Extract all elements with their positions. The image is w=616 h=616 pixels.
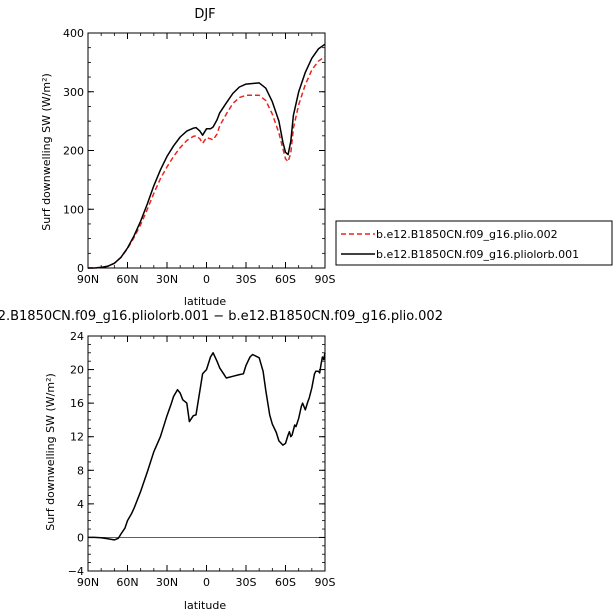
bottom-y-tick-label: 24 xyxy=(70,330,84,343)
bottom-x-tick-label: 90N xyxy=(77,576,99,589)
chart-top: DJF 90N 60N 30N 0 30S 60S 90S 0 100 200 300 400 lat… xyxy=(40,7,613,308)
top-y-tick-label: 300 xyxy=(63,86,84,99)
bottom-x-tick-label: 60S xyxy=(275,576,296,589)
top-series-line-1 xyxy=(88,55,326,269)
bottom-x-tick-label: 0 xyxy=(203,576,210,589)
top-x-tick-label: 0 xyxy=(203,273,210,286)
chart-top-plot-area: 90N 60N 30N 0 30S 60S 90S 0 100 200 300 400 xyxy=(63,27,336,286)
bottom-x-tick-label: 30S xyxy=(236,576,257,589)
bottom-x-tick-label: 30N xyxy=(156,576,178,589)
chart-bottom-y-axis-label: Surf downwelling SW (W/m²) xyxy=(44,373,57,531)
chart-bottom-plot-area: 90N 60N 30N 0 30S 60S 90S −4 0 4 8 12 16 20 24 xyxy=(68,330,336,589)
chart-top-legend: b.e12.B1850CN.f09_g16.plio.002 b.e12.B18… xyxy=(335,220,613,266)
chart-bottom-x-axis-label: latitude xyxy=(184,599,226,612)
bottom-frame xyxy=(87,335,326,572)
bottom-y-tick-label: 12 xyxy=(70,431,84,444)
bottom-y-tick-label: 20 xyxy=(70,364,84,377)
chart-top-title: DJF xyxy=(194,7,215,22)
top-x-tick-label: 30N xyxy=(156,273,178,286)
legend-frame xyxy=(335,220,613,266)
top-series-line-2 xyxy=(88,43,326,269)
bottom-y-tick-label: 16 xyxy=(70,397,84,410)
top-y-tick-label: 200 xyxy=(63,145,84,158)
top-x-tick-label: 60S xyxy=(275,273,296,286)
bottom-y-tick-label: −4 xyxy=(68,565,84,578)
bottom-y-tick-label: 0 xyxy=(77,531,84,544)
chart-bottom-title: b.e12.B1850CN.f09_g16.pliolorb.001 − b.e… xyxy=(0,309,443,324)
top-y-tick-label: 0 xyxy=(77,262,84,275)
bottom-y-tick-label: 8 xyxy=(77,464,84,477)
legend-label-series-2: b.e12.B1850CN.f09_g16.pliolorb.001 xyxy=(376,248,579,261)
top-y-tick-label: 400 xyxy=(63,27,84,40)
bottom-y-tick-label: 4 xyxy=(77,498,84,511)
top-x-tick-label: 30S xyxy=(236,273,257,286)
chart-top-y-axis-label: Surf downwelling SW (W/m²) xyxy=(40,73,53,231)
top-x-tick-label: 90N xyxy=(77,273,99,286)
legend-label-series-1: b.e12.B1850CN.f09_g16.plio.002 xyxy=(376,228,558,241)
top-x-tick-label: 60N xyxy=(116,273,138,286)
bottom-x-tick-label: 90S xyxy=(315,576,336,589)
chart-bottom: b.e12.B1850CN.f09_g16.pliolorb.001 − b.e… xyxy=(0,309,443,612)
top-y-tick-label: 100 xyxy=(63,203,84,216)
top-x-tick-label: 90S xyxy=(315,273,336,286)
bottom-x-tick-label: 60N xyxy=(116,576,138,589)
chart-top-x-axis-label: latitude xyxy=(184,295,226,308)
bottom-series-line-1 xyxy=(88,352,326,541)
